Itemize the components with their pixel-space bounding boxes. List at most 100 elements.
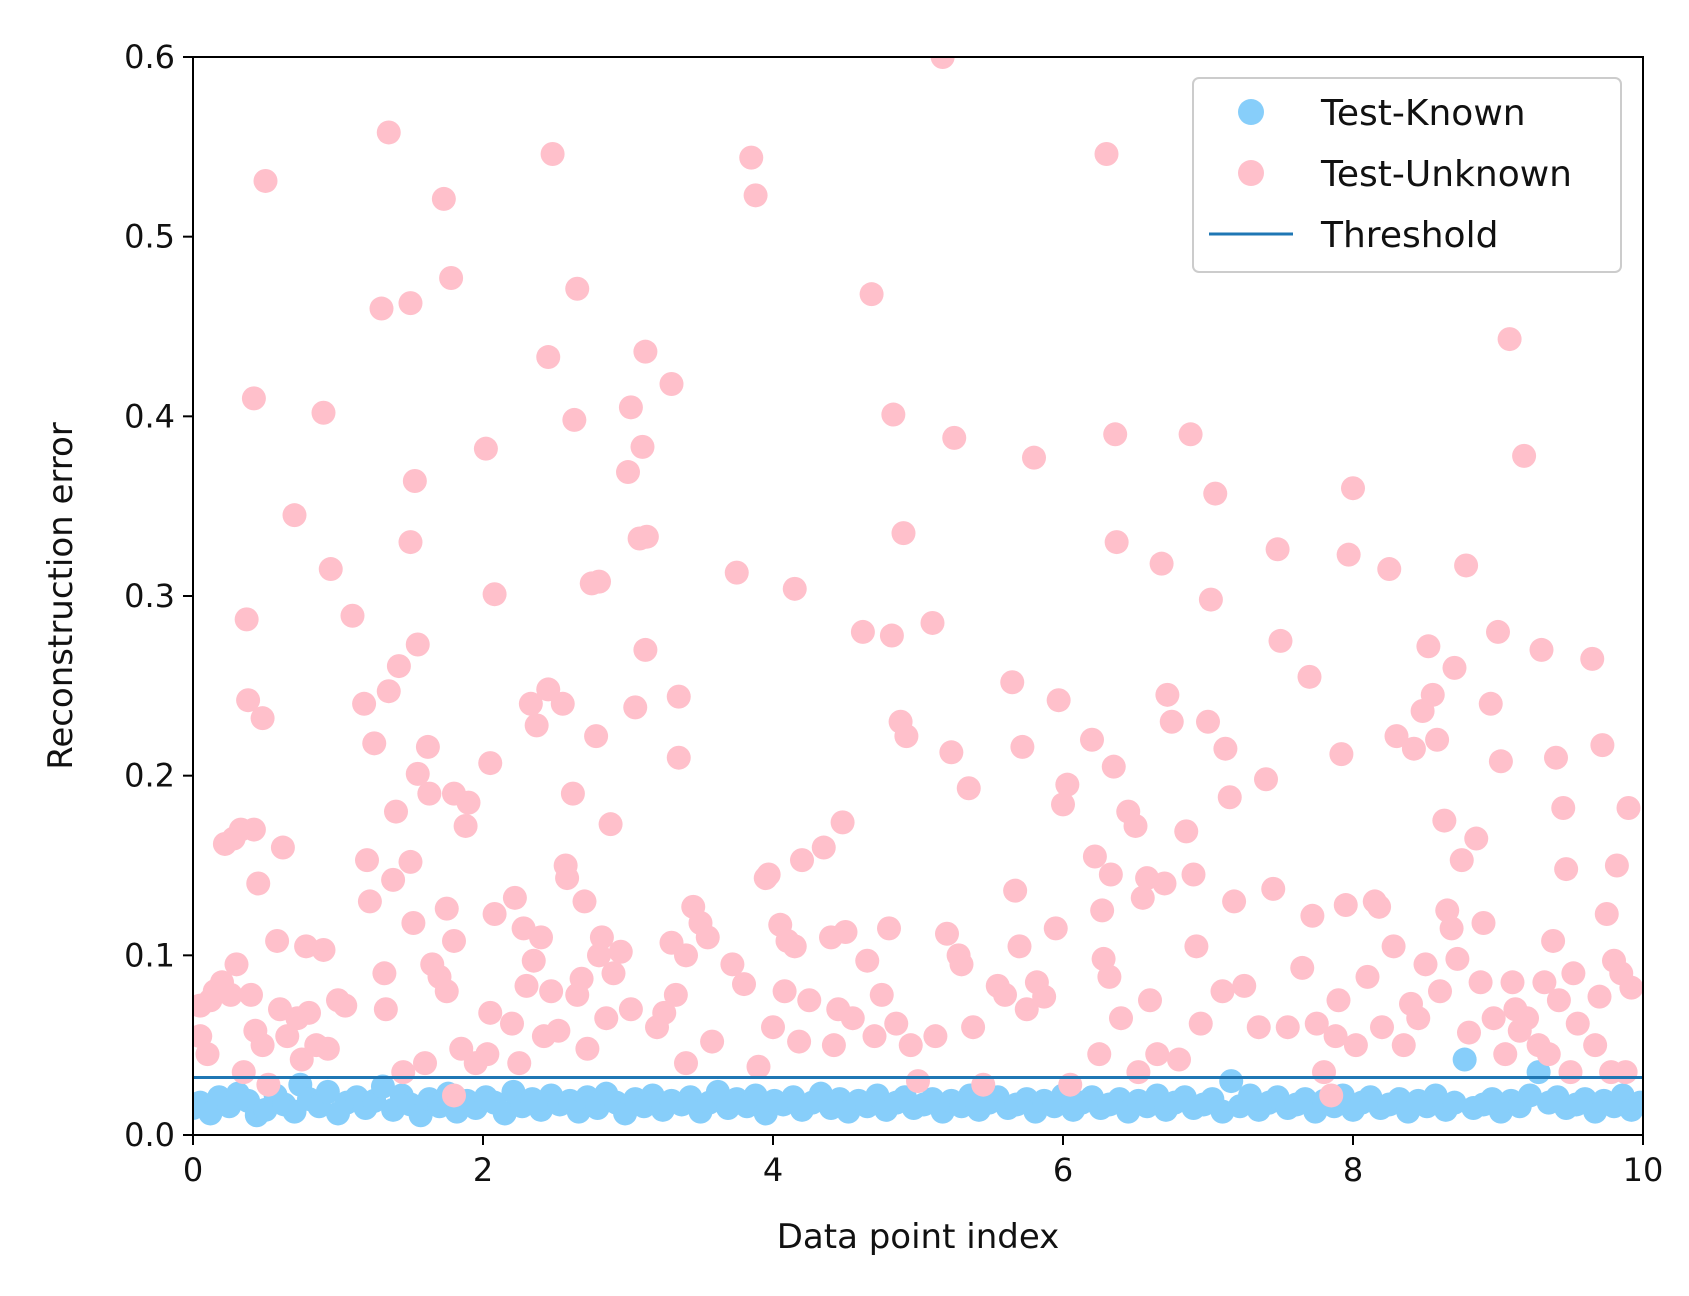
test-unknown-point <box>732 972 756 997</box>
test-unknown-point <box>1587 984 1612 1009</box>
y-axis-label: Reconstruction error <box>41 422 81 770</box>
test-unknown-point <box>1104 530 1129 555</box>
test-unknown-point <box>634 524 659 549</box>
test-unknown-point <box>250 706 275 731</box>
y-tick-label: 0.5 <box>124 218 175 256</box>
x-axis-ticks: 0 2 4 6 8 10 <box>183 1135 1663 1189</box>
test-unknown-point <box>1312 1060 1336 1085</box>
test-unknown-point <box>1428 979 1452 1004</box>
test-unknown-point <box>405 632 430 657</box>
test-unknown-point <box>1109 1006 1133 1031</box>
test-unknown-point <box>373 997 398 1022</box>
test-unknown-point <box>1558 1060 1583 1085</box>
test-unknown-point <box>195 1042 220 1067</box>
test-unknown-point <box>1300 903 1325 928</box>
test-unknown-point <box>311 937 336 962</box>
test-unknown-point <box>782 576 807 601</box>
test-unknown-point <box>1326 988 1351 1013</box>
test-unknown-point <box>572 889 597 914</box>
test-unknown-point <box>1254 767 1278 792</box>
test-unknown-point <box>1051 792 1075 817</box>
test-unknown-point <box>833 919 858 944</box>
test-unknown-point <box>1265 537 1290 562</box>
test-known-points <box>193 1047 1643 1128</box>
legend-marker-test-known <box>1238 99 1264 125</box>
test-unknown-point <box>859 282 884 307</box>
test-unknown-point <box>1203 481 1228 506</box>
test-unknown-point <box>700 1029 725 1054</box>
test-unknown-point <box>608 939 633 964</box>
test-unknown-point <box>1370 1015 1394 1040</box>
test-unknown-point <box>1304 1011 1329 1036</box>
legend-marker-test-unknown <box>1238 160 1264 186</box>
test-unknown-point <box>1297 664 1322 689</box>
y-tick-label: 0.0 <box>124 1116 175 1154</box>
test-unknown-point <box>372 961 397 986</box>
test-unknown-point <box>398 291 423 316</box>
test-unknown-point <box>1449 848 1474 873</box>
test-unknown-point <box>618 997 643 1022</box>
test-unknown-point <box>507 1051 532 1076</box>
test-unknown-point <box>575 1036 600 1061</box>
test-unknown-point <box>877 916 901 941</box>
test-unknown-point <box>594 1006 619 1031</box>
test-unknown-point <box>473 436 498 461</box>
test-unknown-point <box>743 183 768 208</box>
test-unknown-point <box>478 1000 503 1025</box>
test-unknown-point <box>923 1024 948 1049</box>
test-unknown-point <box>540 142 565 167</box>
test-unknown-point <box>401 910 426 935</box>
test-unknown-point <box>1616 796 1641 821</box>
test-unknown-point <box>369 296 394 321</box>
y-tick-label: 0.4 <box>124 397 175 435</box>
test-unknown-point <box>1343 1033 1368 1058</box>
test-unknown-point <box>756 862 781 887</box>
test-unknown-point <box>616 460 640 485</box>
test-unknown-point <box>482 902 507 927</box>
test-unknown-point <box>246 871 271 896</box>
test-unknown-point <box>881 402 906 427</box>
test-unknown-point <box>1613 1060 1638 1085</box>
x-tick-label: 2 <box>473 1151 493 1189</box>
test-unknown-point <box>1420 682 1445 707</box>
test-unknown-point <box>415 734 440 759</box>
test-unknown-point <box>384 799 408 824</box>
test-unknown-point <box>1198 587 1223 612</box>
test-unknown-point <box>1094 142 1119 167</box>
test-unknown-point <box>633 339 658 364</box>
test-unknown-point <box>739 145 764 170</box>
test-unknown-point <box>1007 934 1032 959</box>
test-unknown-point <box>434 979 459 1004</box>
test-unknown-point <box>417 781 442 806</box>
test-unknown-point <box>518 691 543 716</box>
test-unknown-point <box>1043 916 1068 941</box>
test-unknown-point <box>1377 557 1402 582</box>
test-unknown-point <box>1413 952 1438 977</box>
test-unknown-point <box>297 1000 321 1025</box>
test-unknown-point <box>355 848 379 873</box>
test-known-point <box>1452 1047 1477 1072</box>
legend-box <box>1192 77 1622 273</box>
test-unknown-point <box>935 921 959 946</box>
test-unknown-point <box>1594 902 1619 927</box>
test-unknown-point <box>1261 876 1286 901</box>
test-unknown-point <box>1341 476 1365 501</box>
test-unknown-point <box>797 988 822 1013</box>
test-unknown-point <box>239 982 263 1007</box>
test-unknown-point <box>674 1051 698 1076</box>
test-unknown-point <box>1290 955 1315 980</box>
test-unknown-point <box>724 560 749 585</box>
test-unknown-point <box>1355 964 1380 989</box>
test-unknown-point <box>956 776 981 801</box>
test-unknown-point <box>482 582 507 607</box>
test-unknown-point <box>439 265 464 290</box>
test-unknown-point <box>398 849 423 874</box>
test-known-point <box>1628 1090 1643 1115</box>
test-unknown-point <box>598 812 623 837</box>
test-unknown-point <box>630 434 655 459</box>
test-unknown-point <box>1275 1015 1300 1040</box>
test-unknown-point <box>1454 553 1479 578</box>
test-unknown-point <box>623 695 648 720</box>
